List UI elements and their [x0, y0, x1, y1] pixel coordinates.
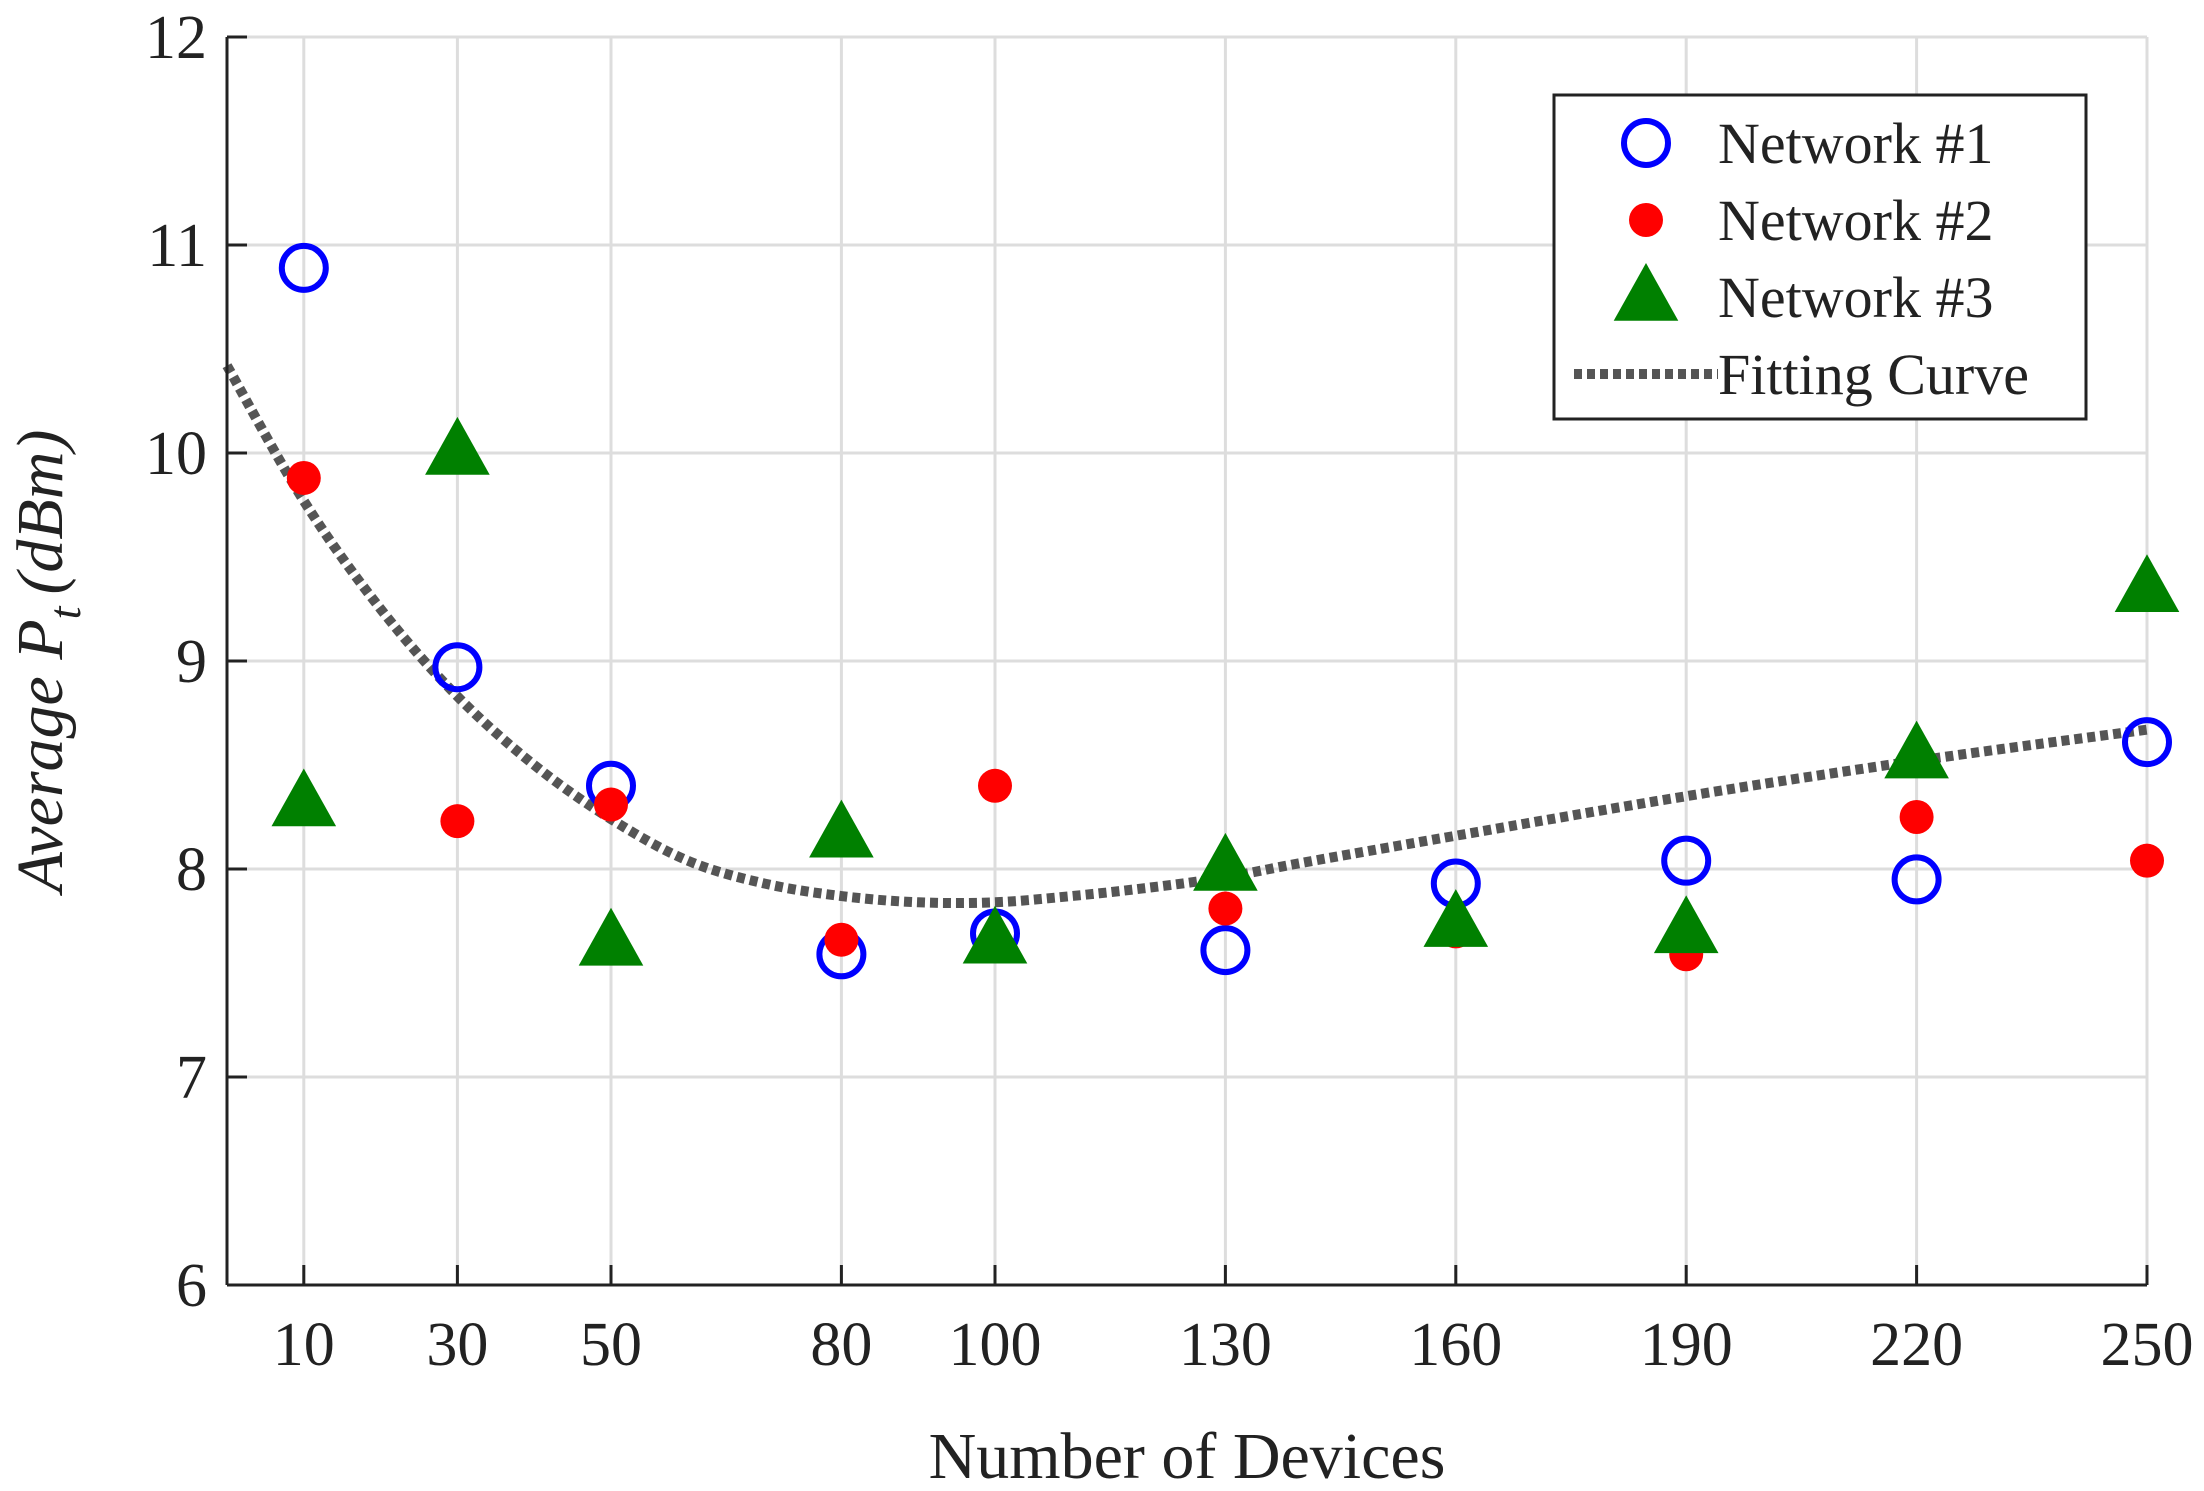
legend-label-fitting-curve: Fitting Curve — [1718, 342, 2029, 407]
network-3-point — [578, 907, 644, 966]
y-tick-label: 10 — [145, 420, 207, 488]
y-axis-title-unit: (dBm) — [4, 430, 77, 595]
network-3-point — [271, 768, 337, 827]
legend-label-network-1: Network #1 — [1718, 111, 1993, 176]
x-tick-label: 80 — [810, 1311, 872, 1379]
x-tick-label: 220 — [1870, 1311, 1963, 1379]
network-3-point — [425, 416, 490, 475]
legend-label-network-3: Network #3 — [1718, 265, 1993, 330]
network-3-point — [1884, 720, 1949, 779]
network-3-point — [1193, 832, 1258, 891]
legend-box — [1552, 93, 2088, 421]
network-2-point — [1208, 891, 1243, 926]
network-2-point — [594, 787, 628, 822]
x-tick-label: 30 — [426, 1311, 488, 1379]
fitting-curve-layer — [222, 363, 2148, 909]
x-tick-label: 50 — [580, 1311, 642, 1379]
network-2-point — [824, 922, 859, 957]
tick-labels: 10 30 50 80 100 130 160 190 220 250 6 7 8 9 10 11 12 — [145, 4, 2194, 1379]
network-1-point — [1891, 854, 1942, 905]
legend-label-network-2: Network #2 — [1718, 188, 1993, 253]
y-axis-title-main: Average P — [4, 619, 77, 896]
network-3-series — [271, 416, 2180, 966]
network-1-point — [1661, 835, 1712, 886]
legend: Network #1 Network #2 Network #3 Fitting Cu… — [1552, 93, 2088, 421]
y-axis-title: Average Pt (dBm) — [4, 430, 90, 897]
legend-marker-network-2 — [1629, 203, 1663, 237]
y-tick-label: 7 — [176, 1044, 207, 1112]
network-2-point — [440, 804, 475, 839]
legend-marker-network-3 — [1613, 263, 1679, 321]
y-tick-label: 8 — [176, 836, 207, 904]
legend-marker-network-1 — [1621, 118, 1671, 168]
network-1-point — [1200, 925, 1251, 976]
network-3-point — [962, 905, 1028, 964]
y-tick-label: 9 — [176, 628, 207, 696]
x-tick-label: 130 — [1179, 1311, 1272, 1379]
network-3-point — [809, 799, 874, 858]
x-tick-label: 10 — [273, 1311, 335, 1379]
network-1-point — [2122, 717, 2172, 768]
y-tick-label: 6 — [176, 1252, 207, 1320]
network-3-point — [1423, 889, 1489, 947]
x-tick-label: 100 — [949, 1311, 1042, 1379]
network-2-point — [1899, 800, 1934, 834]
network-1-point — [278, 242, 329, 293]
x-tick-label: 250 — [2101, 1311, 2194, 1379]
x-tick-label: 190 — [1640, 1311, 1733, 1379]
y-tick-label: 11 — [147, 212, 207, 280]
data-markers — [271, 242, 2180, 980]
y-axis-title-subscript: t — [39, 605, 90, 619]
network-3-point — [1653, 895, 1719, 954]
x-tick-label: 160 — [1409, 1311, 1502, 1379]
y-tick-label: 12 — [145, 4, 207, 72]
fitting-curve-line — [222, 363, 2148, 909]
network-1-point — [432, 642, 483, 693]
network-2-point — [286, 460, 321, 495]
x-axis-title: Number of Devices — [929, 1420, 1446, 1491]
legend-items: Network #1 Network #2 Network #3 Fitting Cu… — [1574, 111, 2029, 407]
network-3-point — [2114, 554, 2180, 612]
network-2-point — [2130, 843, 2164, 878]
network-2-point — [978, 768, 1012, 803]
